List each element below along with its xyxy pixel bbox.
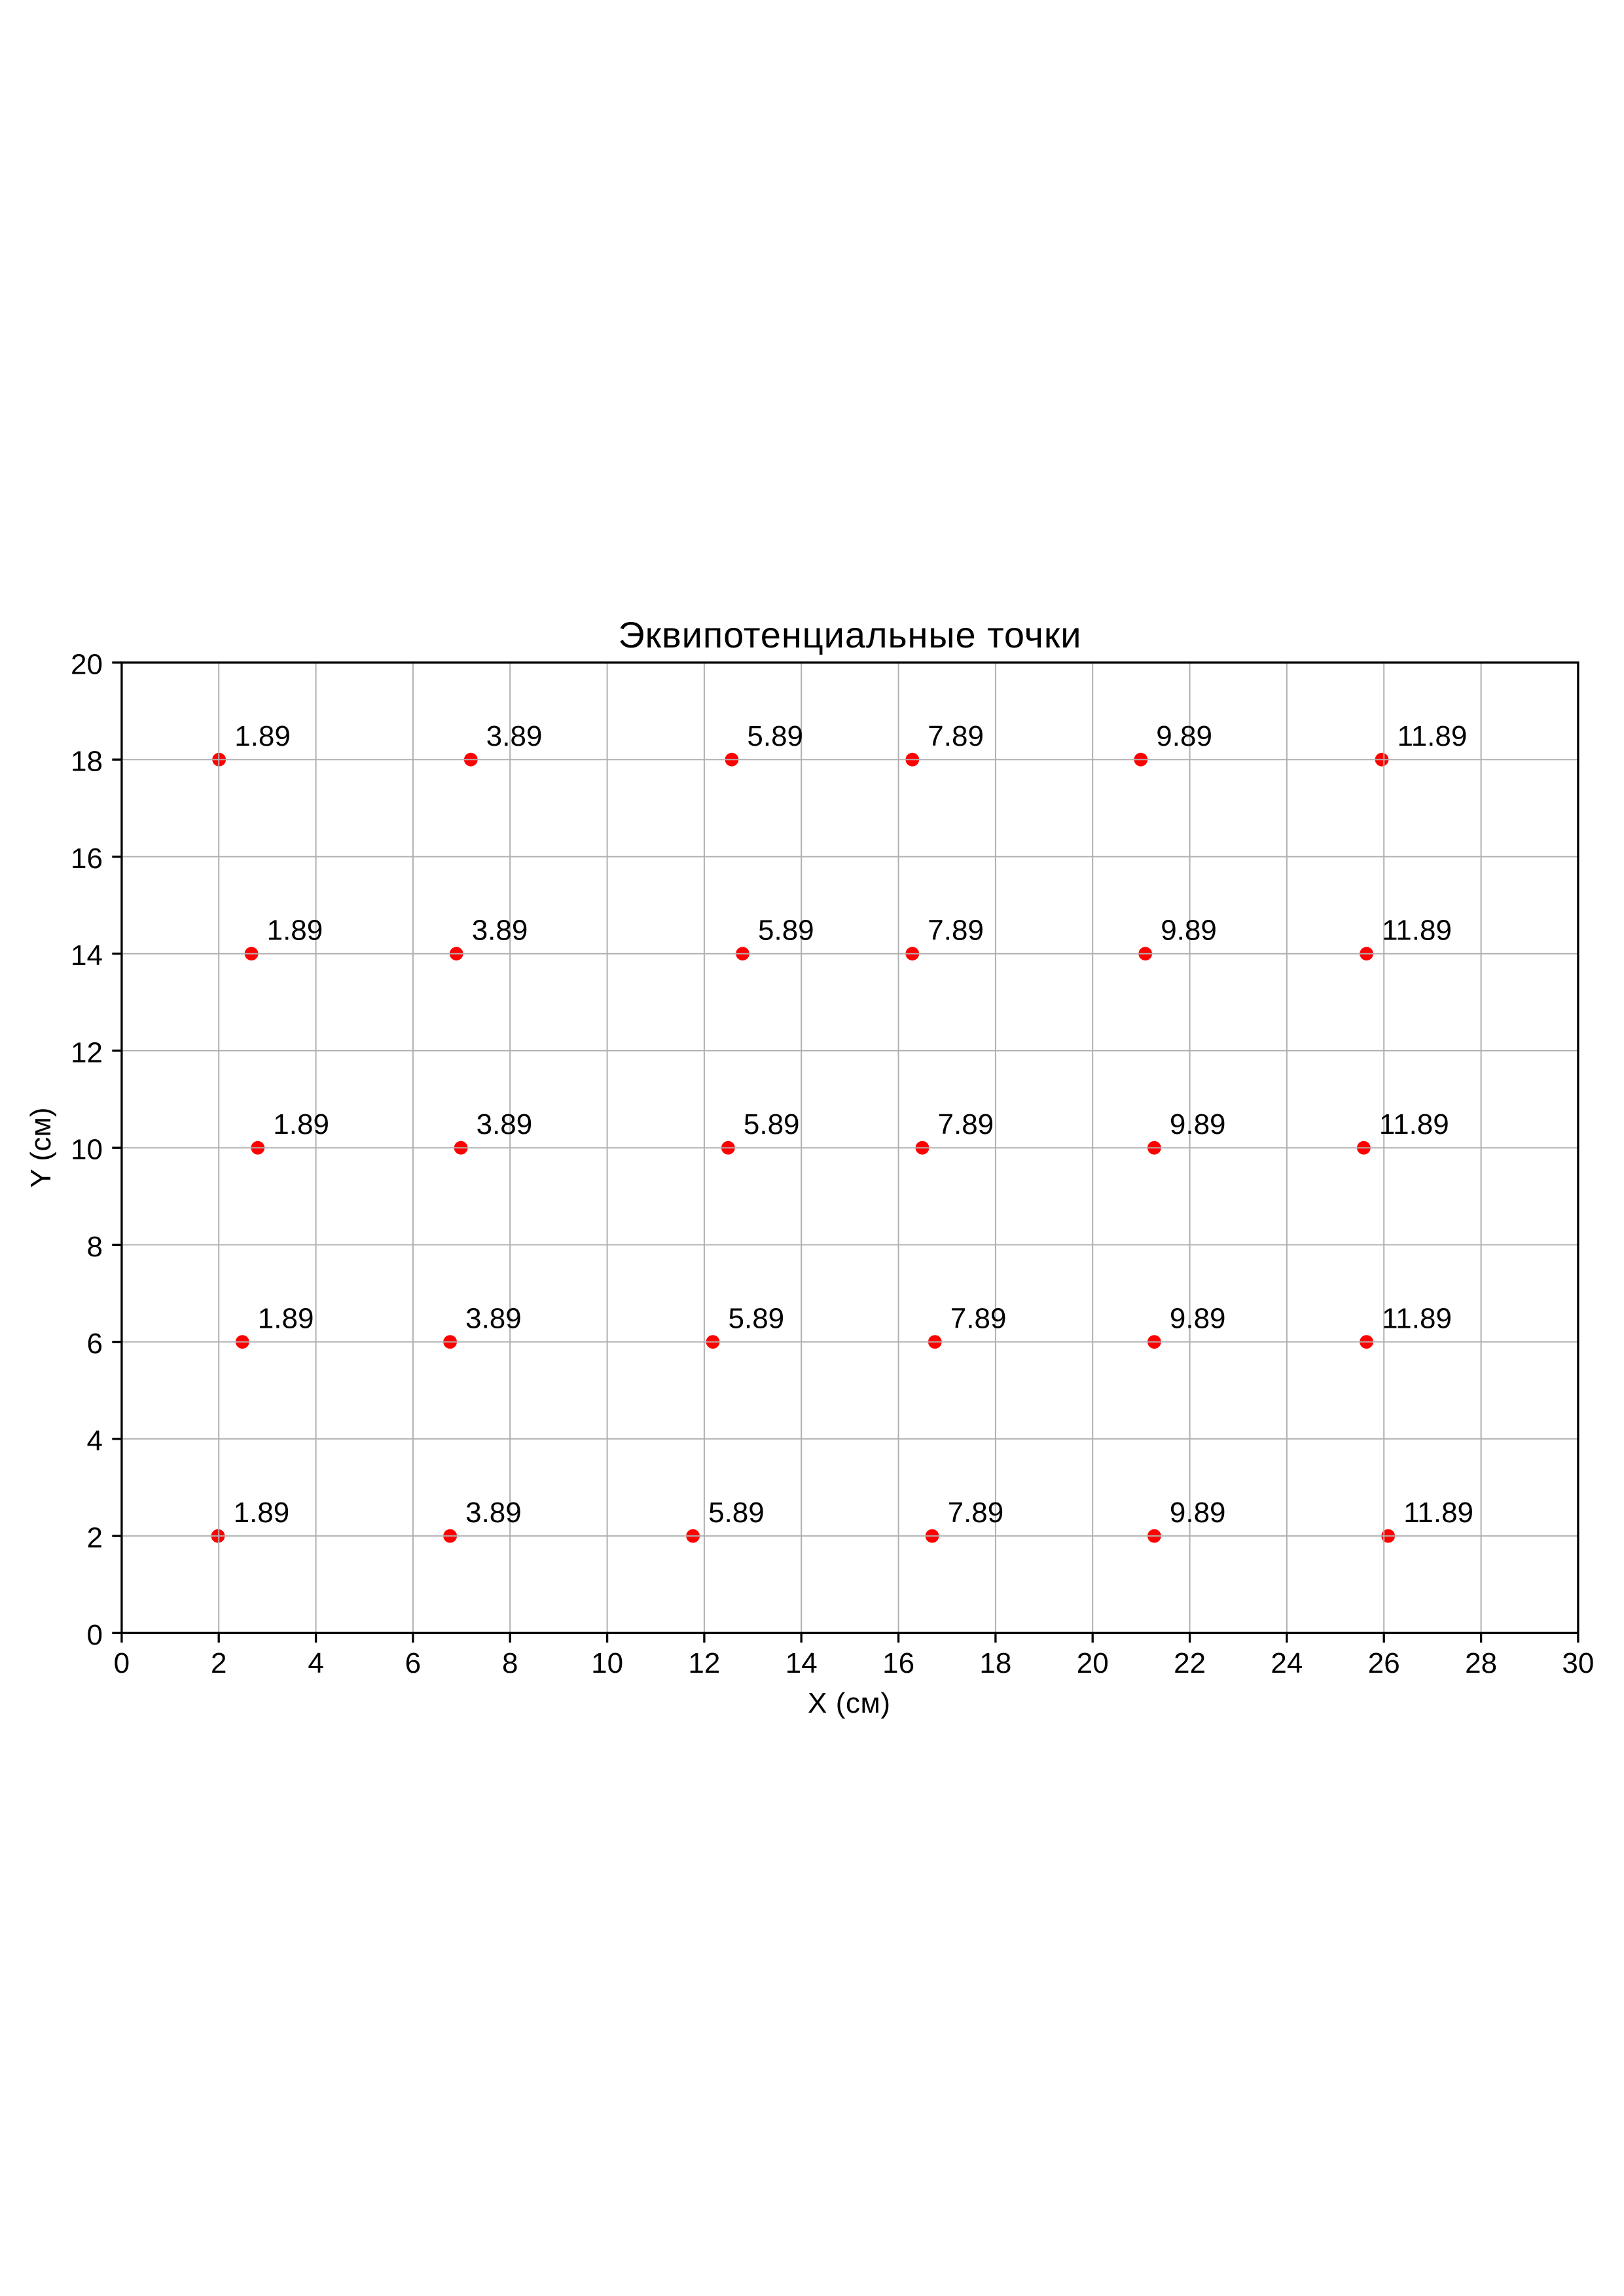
svg-text:30: 30: [1562, 1647, 1594, 1679]
svg-text:7.89: 7.89: [938, 1108, 994, 1140]
svg-text:11.89: 11.89: [1398, 720, 1468, 752]
svg-text:4: 4: [87, 1425, 103, 1457]
svg-text:11.89: 11.89: [1403, 1497, 1473, 1529]
svg-text:10: 10: [71, 1134, 103, 1166]
svg-text:20: 20: [1077, 1647, 1109, 1679]
svg-text:18: 18: [71, 746, 103, 778]
svg-text:12: 12: [688, 1647, 720, 1679]
svg-text:7.89: 7.89: [950, 1303, 1007, 1335]
svg-text:8: 8: [502, 1647, 518, 1679]
svg-text:16: 16: [882, 1647, 914, 1679]
svg-text:6: 6: [87, 1328, 103, 1360]
svg-text:26: 26: [1368, 1647, 1400, 1679]
svg-text:18: 18: [979, 1647, 1011, 1679]
svg-text:3.89: 3.89: [465, 1303, 522, 1335]
svg-text:1.89: 1.89: [267, 915, 323, 947]
svg-text:8: 8: [87, 1231, 103, 1263]
svg-text:14: 14: [71, 939, 103, 972]
svg-text:7.89: 7.89: [928, 915, 984, 947]
svg-text:7.89: 7.89: [928, 720, 984, 752]
svg-text:10: 10: [591, 1647, 623, 1679]
svg-text:2: 2: [211, 1647, 226, 1679]
svg-text:7.89: 7.89: [948, 1497, 1004, 1529]
svg-text:11.89: 11.89: [1379, 1108, 1449, 1140]
svg-text:0: 0: [87, 1619, 103, 1651]
svg-text:14: 14: [785, 1647, 818, 1679]
svg-text:0: 0: [114, 1647, 130, 1679]
svg-text:11.89: 11.89: [1382, 915, 1452, 947]
svg-text:9.89: 9.89: [1161, 915, 1217, 947]
svg-text:5.89: 5.89: [747, 720, 803, 752]
svg-text:5.89: 5.89: [708, 1497, 765, 1529]
svg-text:1.89: 1.89: [273, 1108, 329, 1140]
svg-text:5.89: 5.89: [758, 915, 814, 947]
svg-text:1.89: 1.89: [258, 1303, 314, 1335]
svg-text:9.89: 9.89: [1170, 1303, 1226, 1335]
svg-text:9.89: 9.89: [1156, 720, 1212, 752]
svg-text:3.89: 3.89: [486, 720, 543, 752]
svg-text:4: 4: [308, 1647, 323, 1679]
svg-text:3.89: 3.89: [472, 915, 528, 947]
svg-text:24: 24: [1271, 1647, 1303, 1679]
svg-text:9.89: 9.89: [1170, 1108, 1226, 1140]
svg-text:20: 20: [71, 649, 103, 681]
svg-text:28: 28: [1465, 1647, 1497, 1679]
svg-text:16: 16: [71, 843, 103, 875]
svg-text:1.89: 1.89: [234, 1497, 290, 1529]
svg-text:3.89: 3.89: [477, 1108, 533, 1140]
svg-text:1.89: 1.89: [234, 720, 291, 752]
svg-text:9.89: 9.89: [1170, 1497, 1226, 1529]
svg-text:12: 12: [71, 1036, 103, 1068]
svg-text:6: 6: [405, 1647, 421, 1679]
svg-text:3.89: 3.89: [465, 1497, 522, 1529]
svg-text:X (см): X (см): [808, 1687, 890, 1719]
svg-text:Эквипотенциальные точки: Эквипотенциальные точки: [619, 614, 1081, 655]
svg-text:5.89: 5.89: [729, 1303, 785, 1335]
svg-text:22: 22: [1174, 1647, 1206, 1679]
svg-text:2: 2: [87, 1522, 103, 1554]
svg-text:Y (см): Y (см): [25, 1108, 57, 1188]
svg-text:5.89: 5.89: [744, 1108, 800, 1140]
svg-text:11.89: 11.89: [1382, 1303, 1452, 1335]
